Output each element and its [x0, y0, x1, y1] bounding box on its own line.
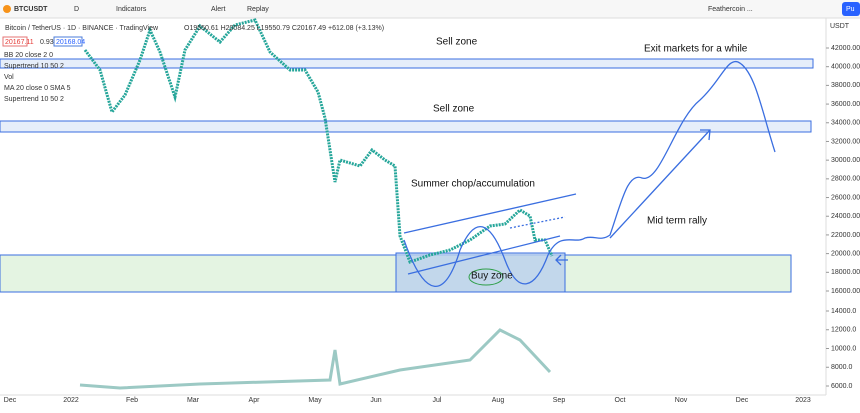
bid: 20167.11: [5, 39, 34, 46]
buy-zone-box: [395, 252, 566, 293]
annotation: Buy zone: [471, 271, 513, 282]
annotation: Sell zone: [436, 37, 478, 48]
price-tick-label: 18000.00: [831, 269, 860, 276]
indicators-button[interactable]: Indicators: [116, 6, 147, 13]
publish-button[interactable]: [842, 2, 860, 16]
time-label: Aug: [492, 397, 505, 404]
volume-bars: [79, 328, 552, 390]
price-tick-label: 36000.00: [831, 101, 860, 108]
volume-tick-label: 10000.0: [831, 345, 856, 352]
price-tick-label: 42000.00: [831, 45, 860, 52]
time-label: Jul: [433, 397, 442, 404]
time-label: Apr: [249, 397, 261, 404]
pointer-arrow: [555, 254, 568, 266]
layout-name[interactable]: Feathercoin ...: [708, 6, 753, 13]
time-label: Mar: [187, 397, 200, 404]
study-label: Vol: [4, 74, 14, 81]
price-tick-label: 24000.00: [831, 213, 860, 220]
study-label: MA 20 close 0 SMA 5: [4, 85, 71, 92]
publish-label[interactable]: Pu: [846, 6, 855, 13]
replay-button[interactable]: Replay: [247, 6, 269, 13]
symbol[interactable]: BTCUSDT: [14, 6, 48, 13]
volume-tick-label: 14000.0: [831, 308, 856, 315]
channel-line: [407, 235, 561, 275]
time-label: Oct: [615, 397, 626, 404]
toolbar: [0, 0, 860, 18]
interval[interactable]: D: [74, 6, 79, 13]
annotation: Sell zone: [433, 104, 475, 115]
price-tick-label: 26000.00: [831, 194, 860, 201]
price-tick-label: 30000.00: [831, 157, 860, 164]
price-candles: [83, 18, 554, 264]
time-label: Dec: [736, 397, 749, 404]
price-tick-label: 32000.00: [831, 138, 860, 145]
rally-arrow: [609, 129, 711, 239]
price-tick-label: 28000.00: [831, 176, 860, 183]
time-label: 2023: [795, 397, 811, 404]
time-label: May: [308, 397, 322, 404]
study-label: Supertrend 10 50 2: [4, 96, 64, 103]
sell-zone-band: [0, 58, 814, 69]
volume-tick-label: 8000.0: [831, 364, 853, 371]
annotation: Summer chop/accumulation: [411, 179, 535, 190]
currency: USDT: [830, 23, 850, 30]
price-tick-label: 22000.00: [831, 232, 860, 239]
sell-zone-band: [0, 120, 812, 133]
ask-box: [53, 36, 83, 47]
buy-zone-circle: [468, 268, 504, 286]
bid-box: [2, 36, 28, 47]
forecast-curve: [403, 61, 776, 287]
volume-tick-label: 6000.0: [831, 383, 853, 390]
price-tick-label: 40000.00: [831, 64, 860, 71]
channel-mid: [509, 216, 566, 229]
price-tick-label: 34000.00: [831, 120, 860, 127]
price-tick-label: 16000.00: [831, 288, 860, 295]
price-tick-label: 20000.00: [831, 250, 860, 257]
time-label: Feb: [126, 397, 138, 404]
time-label: Dec: [4, 397, 17, 404]
study-label: BB 20 close 2 0: [4, 52, 53, 59]
volume-tick-label: 12000.0: [831, 327, 856, 334]
time-label: 2022: [63, 397, 79, 404]
annotation: Exit markets for a while: [644, 44, 748, 55]
alert-button[interactable]: Alert: [211, 6, 225, 13]
time-label: Sep: [553, 397, 566, 404]
ask: 20168.04: [56, 39, 85, 46]
coin-icon: [3, 5, 11, 13]
legend-ohlc: O19550.61 H20084.25 L19550.79 C20167.49 …: [184, 25, 384, 32]
price-tick-label: 38000.00: [831, 82, 860, 89]
legend-title: Bitcoin / TetherUS · 1D · BINANCE · Trad…: [5, 25, 159, 32]
time-label: Nov: [675, 397, 688, 404]
spread: 0.93: [40, 39, 54, 46]
annotation: Mid term rally: [647, 216, 707, 227]
channel-line: [403, 193, 577, 234]
study-label: Supertrend 10 50 2: [4, 63, 64, 70]
arrow-head: [700, 129, 711, 141]
time-label: Jun: [370, 397, 381, 404]
